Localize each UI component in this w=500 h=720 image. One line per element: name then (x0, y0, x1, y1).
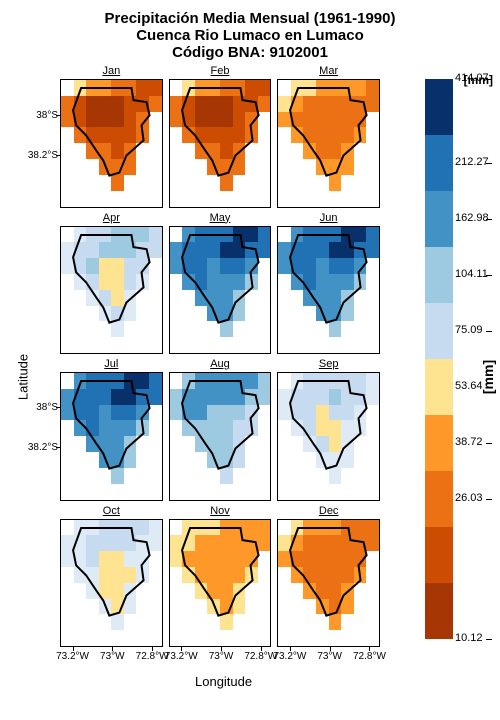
panel-title: Jun (277, 212, 380, 224)
panel-inner (169, 226, 272, 355)
raster (278, 373, 379, 500)
y-tick-label: 38.2°S (23, 150, 58, 161)
panel-title: Sep (277, 358, 380, 370)
panel-title: Aug (169, 358, 272, 370)
panel-title: Oct (60, 505, 163, 517)
y-tick-label: 38°S (23, 402, 58, 413)
colorbar-tick-label: 26.03 (455, 492, 495, 504)
panel-inner (169, 79, 272, 208)
y-tick-label: 38.2°S (23, 442, 58, 453)
panel-jun: Jun (277, 214, 380, 355)
panel-aug: Aug (169, 360, 272, 501)
panel-title: May (169, 212, 272, 224)
raster (61, 227, 162, 354)
raster (278, 520, 379, 647)
colorbar-segment (425, 303, 453, 359)
raster (170, 227, 271, 354)
title-line1: Precipitación Media Mensual (1961-1990) (5, 10, 495, 27)
raster (61, 373, 162, 500)
colorbar-tick-label: 53.64 (455, 380, 495, 392)
raster (170, 80, 271, 207)
colorbar-tick-label: 104.11 (455, 268, 495, 280)
panel-dec: Dec (277, 507, 380, 648)
x-tick-label: 72.8°W (351, 651, 387, 662)
panel-grid: Jan Feb Mar Apr May Jun Jul Aug Sep Oct Nov Dec (60, 67, 380, 647)
title-line2: Cuenca Rio Lumaco en Lumaco (5, 27, 495, 44)
raster (170, 520, 271, 647)
raster (170, 373, 271, 500)
panel-title: Mar (277, 65, 380, 77)
panel-jul: Jul (60, 360, 163, 501)
raster (278, 227, 379, 354)
colorbar-tick-label: 10.12 (455, 632, 495, 644)
raster (278, 80, 379, 207)
raster (61, 80, 162, 207)
x-tick-label: 73.2°W (55, 651, 91, 662)
panel-title: Apr (60, 212, 163, 224)
panel-inner (60, 79, 163, 208)
colorbar-segment (425, 471, 453, 527)
panel-title: Nov (169, 505, 272, 517)
x-tick-label: 73°W (94, 651, 130, 662)
panel-title: Jan (60, 65, 163, 77)
panel-inner (60, 372, 163, 501)
panel-inner (277, 79, 380, 208)
colorbar (425, 79, 453, 639)
raster (61, 520, 162, 647)
panel-inner (169, 372, 272, 501)
colorbar-tick-label: 414.07 (455, 72, 495, 84)
figure: Precipitación Media Mensual (1961-1990) … (0, 0, 500, 720)
colorbar-segment (425, 135, 453, 191)
panel-title: Jul (60, 358, 163, 370)
panel-inner (277, 519, 380, 648)
panel-may: May (169, 214, 272, 355)
panel-inner (277, 226, 380, 355)
colorbar-segment (425, 191, 453, 247)
panel-feb: Feb (169, 67, 272, 208)
panel-apr: Apr (60, 214, 163, 355)
y-axis-label: Latitude (16, 354, 31, 400)
colorbar-segment (425, 583, 453, 639)
title-block: Precipitación Media Mensual (1961-1990) … (5, 10, 495, 61)
colorbar-segment (425, 527, 453, 583)
panel-inner (277, 372, 380, 501)
x-axis-label: Longitude (195, 674, 252, 689)
colorbar-tick-label: 75.09 (455, 324, 495, 336)
x-tick-label: 73.2°W (163, 651, 199, 662)
panel-mar: Mar (277, 67, 380, 208)
colorbar-tick-label: 212.27 (455, 156, 495, 168)
colorbar-tick-label: 162.98 (455, 212, 495, 224)
colorbar-tick-label: 38.72 (455, 436, 495, 448)
title-line3: Código BNA: 9102001 (5, 44, 495, 61)
panel-inner (60, 519, 163, 648)
panel-inner (169, 519, 272, 648)
colorbar-segment (425, 247, 453, 303)
colorbar-segment (425, 359, 453, 415)
panel-inner (60, 226, 163, 355)
panel-nov: Nov (169, 507, 272, 648)
colorbar-segment (425, 415, 453, 471)
panel-title: Dec (277, 505, 380, 517)
plot-area: Latitude Longitude Jan Feb Mar Apr May Jun Jul… (5, 67, 495, 687)
y-tick-label: 38°S (23, 110, 58, 121)
x-tick-label: 73.2°W (272, 651, 308, 662)
x-tick-label: 73°W (203, 651, 239, 662)
x-tick-label: 73°W (312, 651, 348, 662)
colorbar-segment (425, 79, 453, 135)
panel-title: Feb (169, 65, 272, 77)
panel-sep: Sep (277, 360, 380, 501)
panel-jan: Jan (60, 67, 163, 208)
panel-oct: Oct (60, 507, 163, 648)
